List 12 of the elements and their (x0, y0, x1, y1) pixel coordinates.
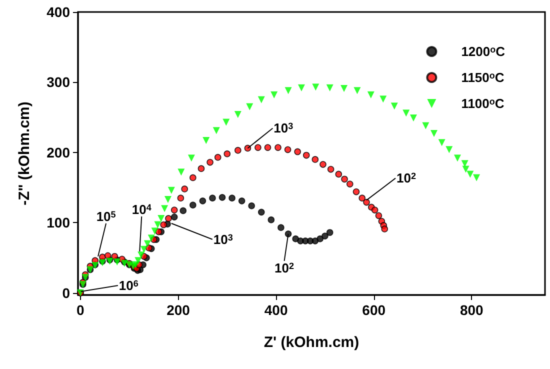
y-tick-label: 300 (46, 74, 70, 90)
x-tick-label: 0 (76, 302, 85, 318)
y-axis-title: -Z" (kOhm.cm) (16, 102, 33, 206)
x-axis-title: Z' (kOhm.cm) (264, 334, 360, 351)
x-tick-label: 600 (362, 302, 386, 318)
x-tick-label: 400 (264, 302, 288, 318)
x-tick-label: 800 (460, 302, 484, 318)
y-tick-label: 400 (46, 4, 70, 20)
x-tick-label: 200 (166, 302, 190, 318)
y-tick-label: 0 (62, 284, 70, 301)
y-tick-label: 100 (46, 214, 70, 231)
y-tick-label: 200 (46, 144, 70, 160)
